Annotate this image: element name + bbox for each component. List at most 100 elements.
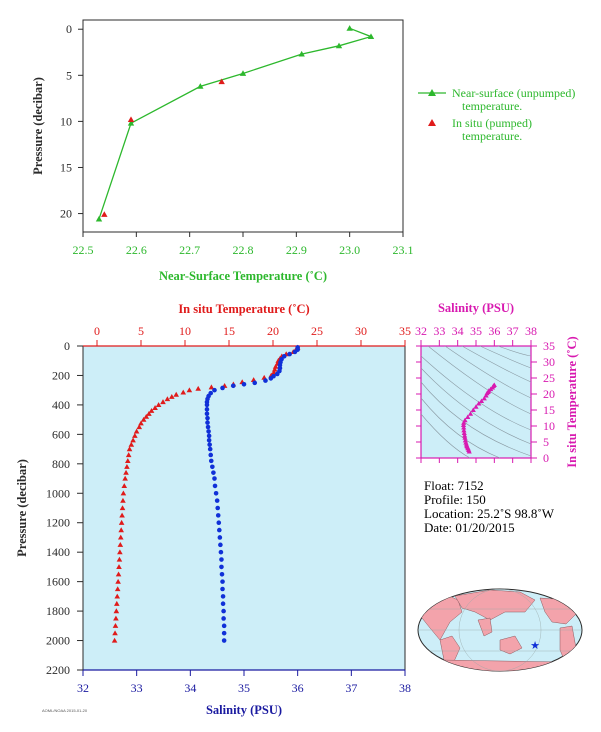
unpumped-point: [298, 50, 305, 57]
ts-plot-frame: [420, 345, 532, 459]
tick-label: 22.9: [286, 243, 307, 257]
temperature-point: [136, 424, 143, 430]
temperature-point: [116, 564, 122, 570]
tick-label: 10: [179, 324, 191, 338]
salinity-point: [206, 433, 212, 439]
map-graticule: [418, 589, 582, 671]
ts-y-label: In situ Temperature (˚C): [565, 336, 579, 467]
legend-unpumped-line2: temperature.: [462, 99, 522, 113]
near-surface-x-label: Near-Surface Temperature (˚C): [159, 269, 327, 283]
temperature-point: [164, 396, 171, 402]
tick-label: 600: [52, 427, 70, 441]
ts-point: [473, 404, 479, 409]
salinity-point: [220, 579, 225, 584]
tick-label: 35: [470, 324, 482, 338]
profile-number: Profile: 150: [424, 492, 486, 507]
temperature-point: [113, 615, 119, 621]
temperature-point: [126, 446, 133, 452]
salinity-point: [212, 387, 217, 393]
salinity-point: [207, 442, 212, 447]
salinity-point: [216, 520, 222, 526]
tick-label: 1400: [46, 545, 70, 559]
salinity-point: [220, 385, 225, 391]
tick-label: 35: [543, 339, 555, 353]
temperature-point: [113, 608, 120, 614]
salinity-point: [204, 407, 210, 412]
tick-label: 36: [292, 681, 304, 695]
tick-label: 5: [66, 68, 72, 82]
salinity-point: [212, 483, 218, 489]
salinity-point: [219, 557, 224, 562]
pressure-ticks: 0 200 400 600 800 1000 1200 1400 1600 1800 2000 220…: [46, 339, 83, 677]
ts-point: [491, 382, 497, 387]
temperature-point: [118, 527, 124, 533]
temperature-point: [125, 452, 132, 458]
profile-chart: 32 33 34 35 36 37 38 0 5 10 15 20 25 30 35 0 200 400 600…: [15, 302, 411, 717]
legend-pumped-line1: In situ (pumped): [452, 116, 532, 130]
near-surface-legend: Near-surface (unpumped) temperature. In …: [418, 86, 575, 143]
temperature-point: [114, 593, 121, 599]
tick-label: 22.8: [233, 243, 254, 257]
tick-label: 20: [543, 387, 555, 401]
salinity-point: [252, 380, 258, 386]
tick-label: 37: [507, 324, 519, 338]
ts-salinity-ticks: 32 33 34 35 36 37 38: [415, 324, 537, 463]
tick-label: 5: [138, 324, 144, 338]
temperature-point: [120, 497, 126, 503]
ts-point: [462, 417, 468, 423]
ts-point: [461, 425, 467, 430]
profile-plot-frame: [82, 345, 406, 671]
unpumped-point: [95, 215, 103, 222]
tick-label: 10: [543, 419, 555, 433]
salinity-point: [221, 608, 226, 614]
temperature-point: [111, 637, 118, 643]
temperature-point: [123, 469, 129, 475]
tick-label: 34: [184, 681, 196, 695]
temperature-point: [117, 549, 123, 555]
tick-label: 38: [399, 681, 411, 695]
tick-label: 32: [415, 324, 427, 338]
ts-point: [461, 420, 467, 425]
unpumped-point: [367, 33, 375, 39]
temperature-ticks: 0 5 10 15 20 25 30 35: [94, 324, 411, 346]
unpumped-point: [335, 42, 343, 49]
tick-label: 1800: [46, 604, 70, 618]
salinity-point: [220, 594, 226, 599]
temperature-point: [118, 519, 125, 525]
salinity-point: [220, 586, 225, 592]
ts-point: [462, 437, 468, 443]
salinity-point: [205, 420, 210, 425]
world-map: ★: [417, 588, 583, 672]
tick-label: 1600: [46, 575, 70, 589]
salinity-point: [204, 411, 210, 417]
near-surface-y-label: Pressure (decibar): [31, 77, 45, 175]
temperature-point: [119, 512, 125, 518]
salinity-point: [217, 527, 222, 533]
salinity-point: [268, 376, 274, 381]
salinity-point: [221, 616, 226, 621]
tick-label: 25: [311, 324, 323, 338]
temperature-point: [148, 408, 155, 413]
ts-point: [461, 430, 467, 435]
temperature-point: [195, 385, 201, 391]
tick-label: 35: [238, 681, 250, 695]
tick-label: 20: [267, 324, 279, 338]
temperature-point: [117, 542, 124, 547]
tick-label: 2200: [46, 663, 70, 677]
float-id: Float: 7152: [424, 478, 484, 493]
ts-point: [476, 401, 482, 406]
salinity-point: [219, 571, 225, 577]
float-location-star-icon: ★: [530, 640, 540, 652]
salinity-point: [206, 429, 211, 434]
tick-label: 15: [543, 403, 555, 417]
temperature-point: [112, 630, 118, 636]
temperature-point: [119, 505, 126, 511]
temperature-point: [117, 534, 124, 540]
tick-label: 36: [488, 324, 500, 338]
salinity-point: [218, 549, 224, 555]
tick-label: 10: [60, 114, 72, 128]
temperature-point: [133, 428, 140, 434]
salinity-point: [215, 513, 221, 518]
temperature-axis-label: In situ Temperature (˚C): [178, 302, 309, 316]
